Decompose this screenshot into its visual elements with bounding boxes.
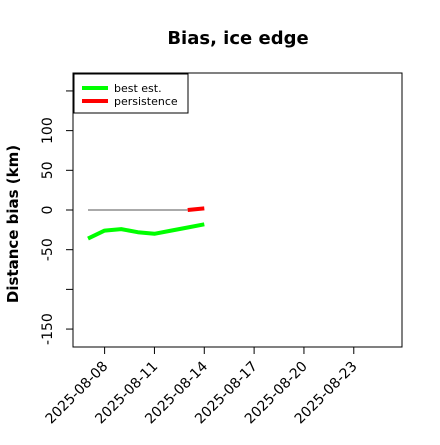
y-tick-label: 100 — [40, 117, 56, 144]
y-tick-label: -150 — [40, 313, 56, 345]
legend-label-best-est: best est. — [114, 82, 162, 95]
series-line-persistence — [187, 206, 205, 212]
y-axis: -150 -50 0 50 100 — [40, 90, 74, 345]
y-tick-label: 0 — [40, 206, 56, 215]
legend: best est. persistence — [73, 73, 189, 114]
legend-box — [73, 73, 189, 114]
y-tick-label: 50 — [40, 161, 56, 179]
legend-label-persistence: persistence — [114, 95, 178, 108]
chart-title: Bias, ice edge — [167, 28, 308, 49]
y-axis-label: Distance bias (km) — [4, 145, 22, 303]
y-tick-label: -50 — [40, 238, 56, 261]
series-layer — [87, 206, 205, 241]
x-axis: 2025-08-082025-08-112025-08-142025-08-17… — [43, 346, 361, 427]
series-line-best-est — [87, 222, 205, 241]
